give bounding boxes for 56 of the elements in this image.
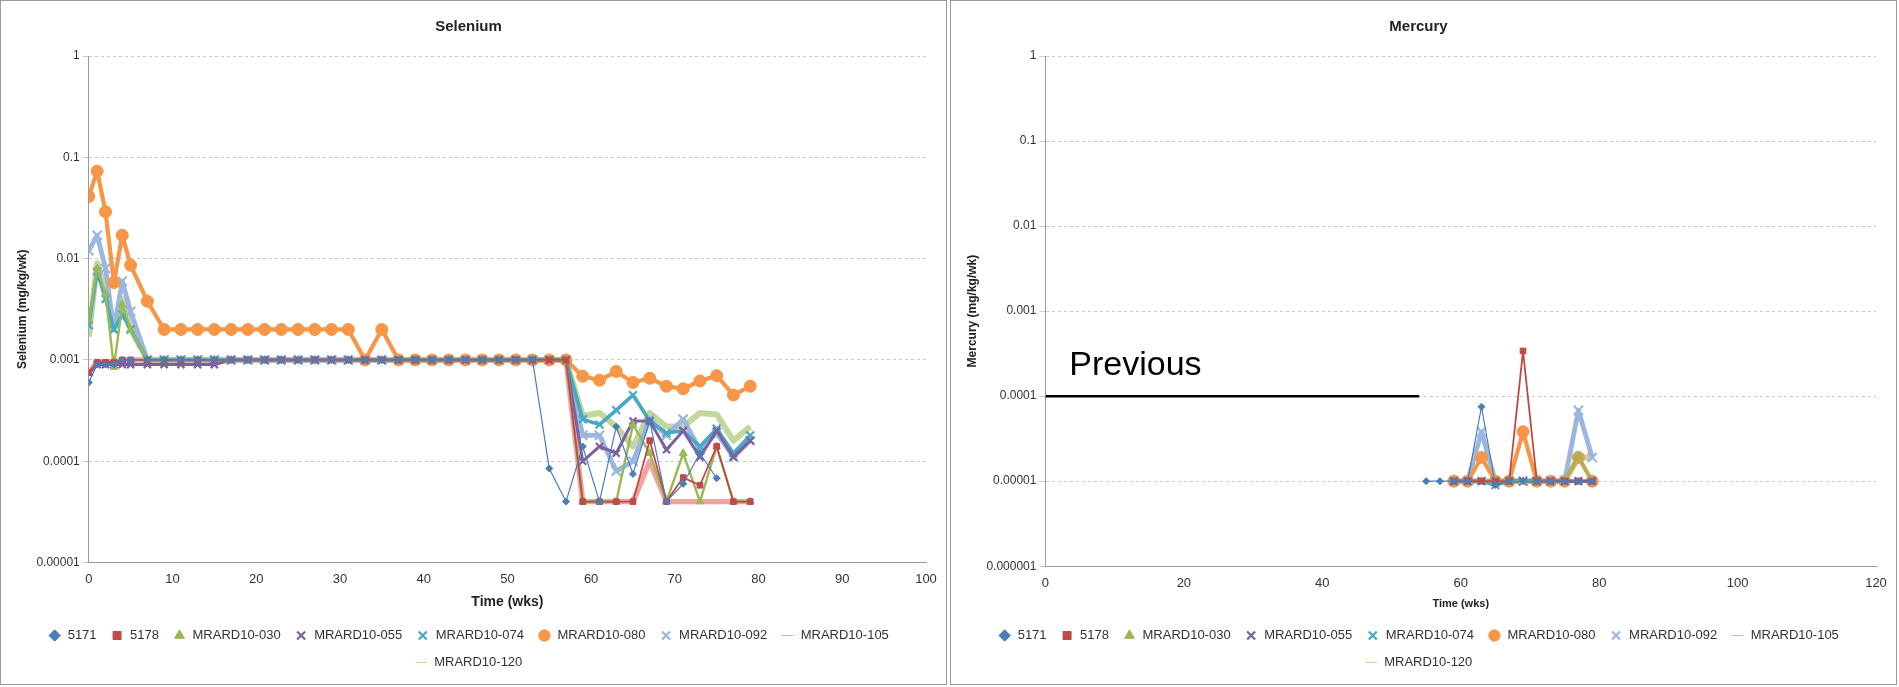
chart-title: Selenium (435, 17, 502, 35)
legend-label: 5178 (1080, 627, 1109, 643)
annotation: Previous (1069, 343, 1202, 382)
legend-label: 5178 (130, 627, 159, 643)
x-axis-title: Time (wks) (471, 593, 544, 610)
x-tick-label: 40 (416, 570, 431, 586)
y-tick-label: 0.001 (1006, 303, 1037, 318)
legend-label: 5171 (1017, 627, 1047, 643)
legend-label: MRARD10-092 (679, 627, 768, 643)
x-tick-label: 70 (667, 570, 683, 586)
x-tick-label: 40 (1315, 574, 1330, 590)
legend-label: MRARD10-120 (434, 654, 523, 670)
legend-label: MRARD10-030 (192, 627, 281, 643)
legend-label: 5171 (67, 627, 97, 643)
legend-label: MRARD10-074 (1385, 627, 1474, 643)
x-tick-label: 20 (248, 570, 264, 586)
y-tick-label: 0.0001 (999, 388, 1037, 403)
x-tick-label: 80 (1591, 574, 1607, 590)
legend-label: MRARD10-074 (435, 627, 524, 643)
y-tick-label: 0.000001 (986, 558, 1037, 573)
x-tick-label: 60 (583, 570, 599, 586)
legend-label: MRARD10-055 (314, 627, 403, 643)
x-tick-label: 80 (751, 570, 766, 586)
x-tick-label: 60 (1453, 574, 1468, 590)
y-axis-title: Selenium (mg/kg/wk) (14, 249, 29, 369)
x-tick-label: 0 (1041, 574, 1050, 590)
x-tick-label: 100 (915, 570, 937, 586)
y-tick-label: 0.00001 (993, 473, 1037, 488)
legend-label: MRARD10-080 (557, 627, 646, 643)
legend-label: MRARD10-080 (1507, 627, 1596, 643)
x-tick-label: 30 (332, 570, 348, 586)
y-tick-label: 0.00001 (36, 554, 81, 569)
x-tick-label: 50 (500, 570, 515, 586)
y-axis-title: Mercury (mg/kg/wk) (964, 254, 979, 368)
x-tick-label: 90 (835, 570, 850, 586)
legend-label: MRARD10-105 (1750, 627, 1839, 643)
y-tick-label: 1 (1029, 48, 1037, 63)
y-tick-label: 0.001 (49, 352, 81, 367)
legend-label: MRARD10-030 (1142, 627, 1231, 643)
legend-label: MRARD10-105 (800, 627, 889, 643)
x-tick-label: 120 (1865, 574, 1887, 590)
legend-label: MRARD10-055 (1264, 627, 1353, 643)
y-tick-label: 1 (73, 48, 81, 63)
y-tick-label: 0.0001 (43, 453, 81, 468)
y-tick-label: 0.01 (56, 250, 81, 265)
x-tick-label: 0 (85, 570, 93, 586)
legend-label: MRARD10-092 (1629, 627, 1718, 643)
x-tick-label: 100 (1726, 574, 1749, 590)
legend-label: MRARD10-120 (1384, 654, 1473, 670)
x-tick-label: 20 (1176, 574, 1192, 590)
y-tick-label: 0.1 (1019, 133, 1037, 148)
y-tick-label: 0.1 (63, 149, 81, 164)
chart-title: Mercury (1389, 17, 1449, 35)
x-axis-title: Time (wks) (1432, 597, 1490, 610)
y-tick-label: 0.01 (1013, 218, 1037, 233)
x-tick-label: 10 (165, 570, 180, 586)
